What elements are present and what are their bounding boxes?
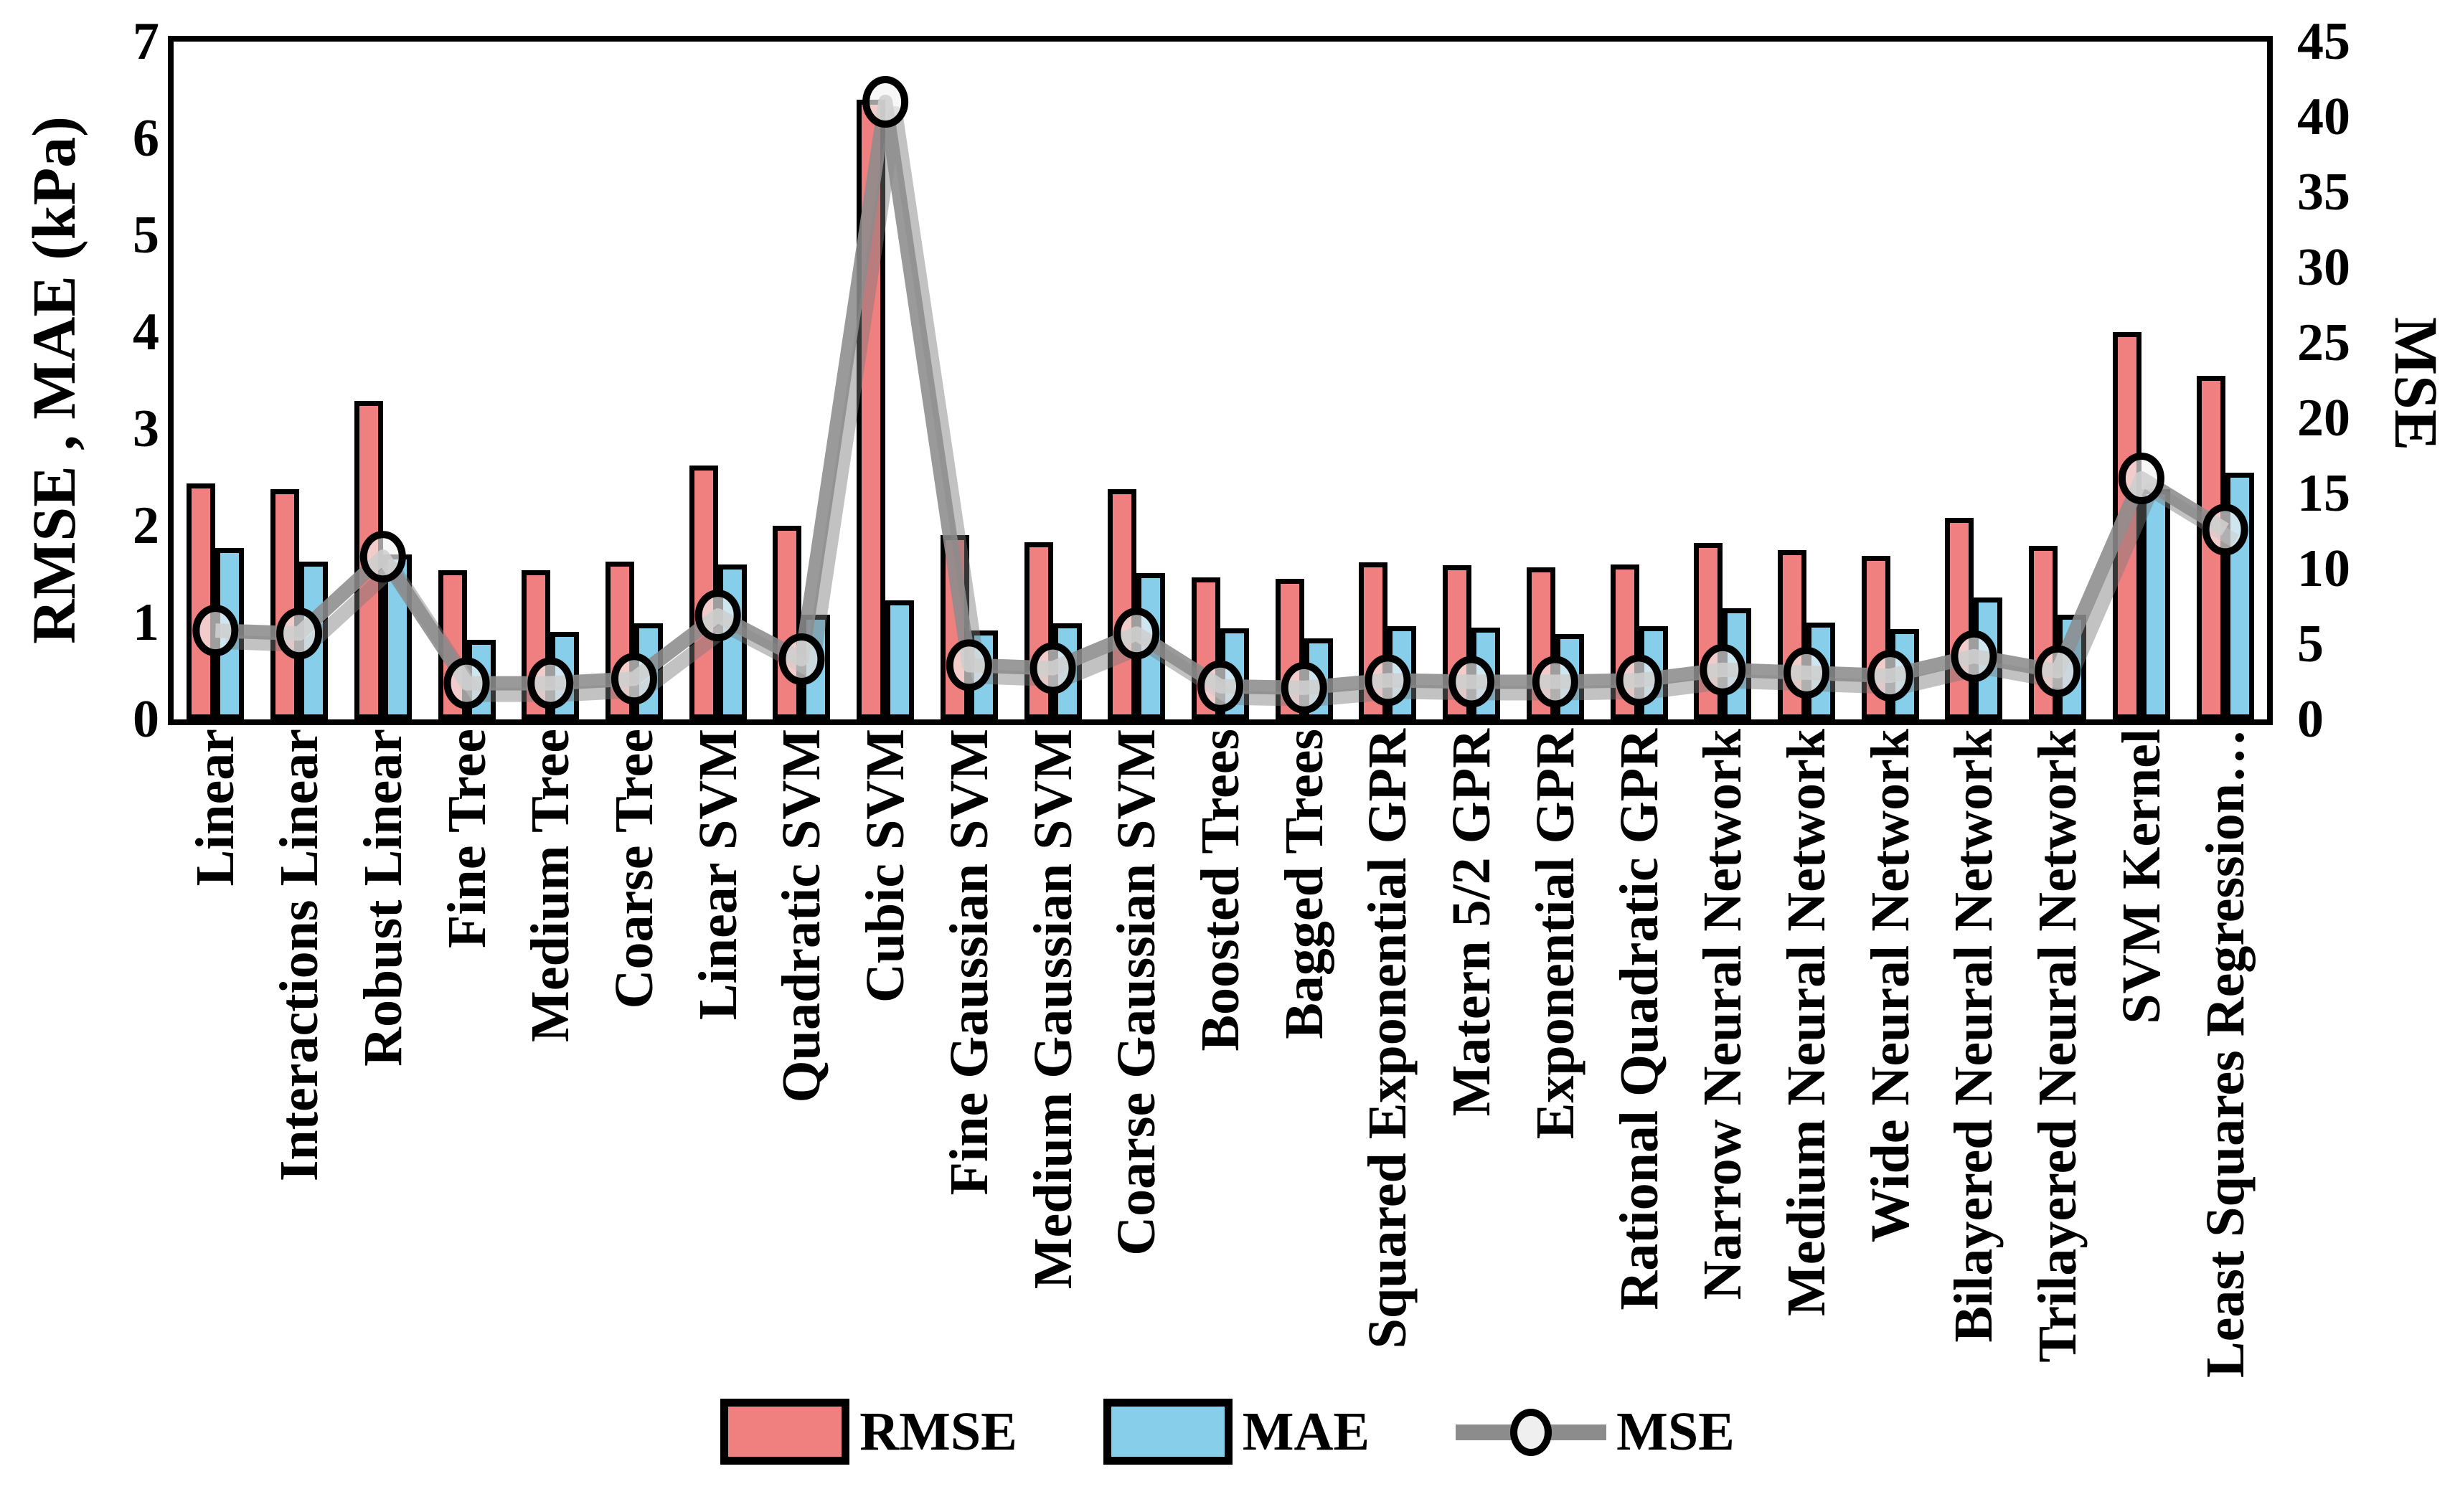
right-axis-title: MSE — [2382, 316, 2451, 451]
category-label: Matern 5/2 GPR — [1441, 729, 1502, 1117]
legend-label-mae: MAE — [1242, 1402, 1370, 1462]
mse-marker-icon — [276, 608, 323, 660]
category-label: Coarse Gaussian SVM — [1106, 729, 1167, 1256]
mse-line-marker-icon — [1456, 1399, 1607, 1465]
legend-item-mse: MSE — [1456, 1399, 1735, 1465]
legend-item-rmse: RMSE — [720, 1399, 1017, 1465]
mse-marker-icon — [2202, 504, 2248, 556]
rmse-bar — [773, 526, 802, 719]
mse-marker-icon — [1867, 650, 1913, 702]
category-label: Boosted Trees — [1190, 729, 1250, 1052]
category-label: Robust Linear — [353, 729, 413, 1067]
right-axis-tick: 25 — [2297, 313, 2350, 372]
mse-line-layer — [192, 76, 2248, 714]
category-label: Wide Neural Network — [1860, 729, 1921, 1243]
mse-marker-icon — [1532, 656, 1578, 708]
mse-marker-icon — [1281, 661, 1327, 714]
left-axis-tick: 1 — [133, 593, 159, 652]
category-label: Trilayered Neural Network — [2027, 729, 2088, 1363]
left-axis-tick: 4 — [133, 303, 159, 362]
mse-marker-icon — [1029, 642, 1076, 694]
right-axis-tick: 15 — [2297, 464, 2350, 523]
mse-line — [215, 95, 2229, 695]
category-label: Rational Quadratic GPR — [1609, 729, 1669, 1310]
category-label: Interactions Linear — [269, 729, 329, 1182]
mse-marker-icon — [1783, 646, 1830, 699]
mse-marker-icon — [443, 657, 490, 709]
category-label: Squared Exponential GPR — [1357, 729, 1418, 1349]
mse-marker-icon — [2035, 645, 2081, 697]
left-axis-tick: 3 — [133, 400, 159, 458]
mse-marker-icon — [946, 639, 992, 691]
plot-area-frame — [168, 36, 2273, 725]
category-label: Medium Tree — [520, 729, 580, 1042]
rmse-bar — [187, 483, 216, 719]
mse-line-shadow — [225, 106, 2239, 707]
mse-marker-icon — [778, 633, 825, 685]
category-label: Quadratic SVM — [771, 729, 831, 1103]
category-label: Bilayered Neural Network — [1943, 729, 2004, 1343]
category-label: Fine Tree — [437, 729, 497, 949]
category-label: Bagged Trees — [1274, 729, 1334, 1039]
rmse-bar — [270, 489, 300, 719]
category-label: Least Squares Regression… — [2195, 729, 2256, 1379]
mse-marker-icon — [527, 657, 574, 709]
mse-marker-icon — [1197, 660, 1243, 712]
category-label: Narrow Neural Network — [1692, 729, 1753, 1300]
category-label: Medium Neural Network — [1776, 729, 1837, 1316]
right-axis-tick: 0 — [2297, 690, 2324, 749]
mse-marker-icon — [1951, 630, 1997, 682]
mse-marker-icon — [694, 590, 741, 642]
rmse-bar — [1108, 489, 1137, 719]
mse-marker-icon — [1448, 656, 1495, 708]
right-axis-tick: 40 — [2297, 88, 2350, 146]
category-label: Linear — [185, 729, 245, 887]
category-label: SVM Kernel — [2111, 729, 2172, 1024]
left-axis-tick: 5 — [133, 206, 159, 265]
mse-marker-icon — [2118, 453, 2164, 504]
category-label: Cubic SVM — [855, 729, 915, 1003]
mse-marker-icon — [1700, 643, 1746, 696]
mse-marker-icon — [862, 76, 909, 128]
mse-marker-icon — [1113, 608, 1160, 660]
rmse-bar — [1945, 518, 1974, 719]
legend-label-rmse: RMSE — [859, 1402, 1017, 1462]
mae-swatch-icon — [1103, 1399, 1233, 1465]
mse-marker-icon — [611, 653, 657, 705]
left-axis-title: RMSE , MAE (kPa) — [19, 116, 88, 644]
rmse-swatch-icon — [720, 1399, 850, 1465]
right-axis-tick: 35 — [2297, 163, 2350, 222]
category-label: Exponential GPR — [1525, 729, 1585, 1140]
right-axis-tick: 5 — [2297, 615, 2324, 674]
mse-marker-icon — [1365, 654, 1411, 707]
mae-bar — [717, 564, 747, 719]
left-axis-tick: 6 — [133, 109, 159, 168]
category-label: Linear SVM — [688, 729, 748, 1021]
legend-item-mae: MAE — [1103, 1399, 1370, 1465]
mae-bar — [2141, 489, 2170, 719]
mse-marker-icon — [192, 605, 239, 657]
mse-marker-icon — [1616, 654, 1662, 707]
category-label: Fine Gaussian SVM — [939, 729, 999, 1196]
right-axis-tick: 20 — [2297, 389, 2350, 448]
left-axis-tick: 7 — [133, 12, 159, 71]
right-axis-tick: 45 — [2297, 12, 2350, 71]
right-axis-tick: 10 — [2297, 539, 2350, 598]
mae-bar — [885, 600, 915, 719]
left-axis-tick: 2 — [133, 496, 159, 555]
left-axis-tick: 0 — [133, 690, 159, 749]
category-label: Medium Gaussian SVM — [1023, 729, 1083, 1290]
category-label: Coarse Tree — [604, 729, 664, 1009]
right-axis-tick: 30 — [2297, 238, 2350, 297]
legend-label-mse: MSE — [1616, 1402, 1735, 1462]
legend: RMSE MAE MSE — [0, 1399, 2455, 1465]
mse-marker-icon — [359, 531, 406, 583]
